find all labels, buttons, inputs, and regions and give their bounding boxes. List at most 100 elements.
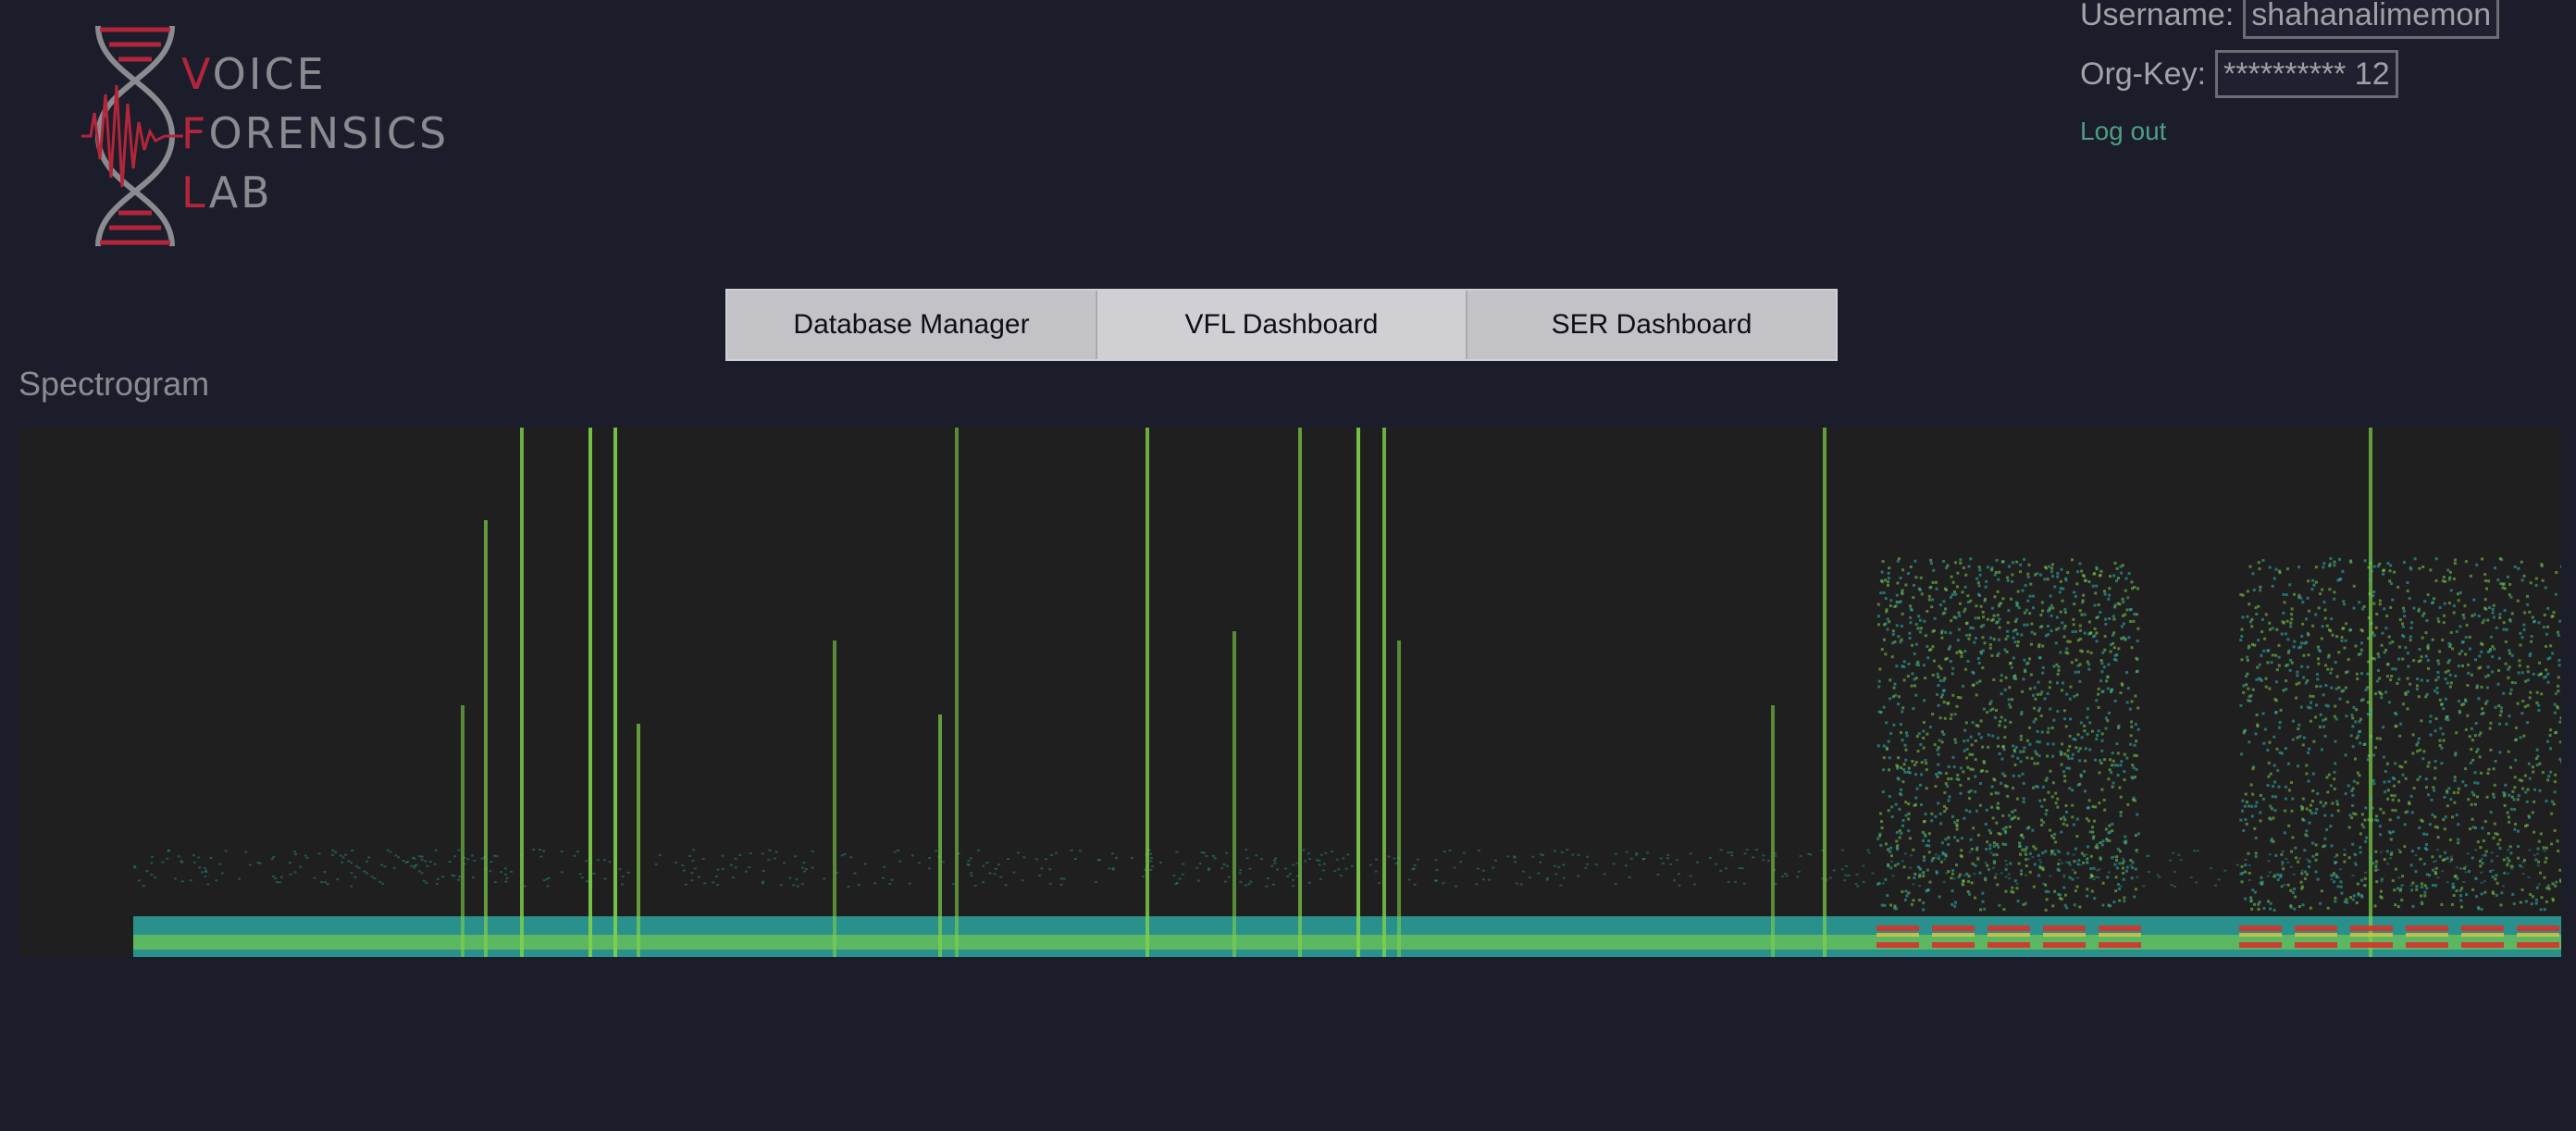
spectrogram-speckle [2076,639,2080,642]
spectrogram-speckle [2361,698,2365,702]
spectrogram-speckle [2075,582,2079,586]
spectrogram-speckle [2008,662,2012,665]
spectrogram-speckle [334,851,338,853]
spectrogram-speckle [2398,618,2402,622]
spectrogram-speckle [2354,813,2358,816]
spectrogram-speckle [2270,807,2273,811]
spectrogram-speckle [166,857,169,860]
spectrogram-speckle [2546,606,2550,610]
spectrogram-speckle [2536,754,2540,758]
spectrogram-speckle [2498,557,2502,561]
spectrogram-speckle [357,866,361,869]
spectrogram-speckle [2015,560,2019,564]
spectrogram-speckle [2334,861,2338,864]
spectrogram-speckle [2479,771,2483,775]
tab-vfl-dashboard[interactable]: VFL Dashboard [1097,291,1468,359]
spectrogram-speckle [2558,757,2561,761]
spectrogram-speckle [795,878,799,881]
spectrogram-speckle [2001,772,2005,776]
spectrogram-transient [1823,428,1827,957]
spectrogram-speckle [2476,748,2480,752]
spectrogram-speckle [2025,739,2029,742]
spectrogram-speckle [585,860,588,863]
spectrogram-speckle [1922,729,1926,733]
spectrogram-speckle [270,858,274,861]
spectrogram-speckle [2360,878,2364,882]
spectrogram-speckle [1975,809,1978,813]
tab-ser-dashboard[interactable]: SER Dashboard [1468,291,1836,359]
spectrogram-speckle [1995,821,1999,825]
spectrogram-transient [637,724,640,957]
spectrogram-speckle [2521,787,2525,790]
spectrogram-speckle [2016,900,2020,903]
spectrogram-speckle [2389,564,2393,567]
spectrogram-speckle [2296,674,2299,677]
spectrogram-speckle [2380,877,2384,881]
logout-link[interactable]: Log out [2080,117,2167,145]
spectrogram-speckle [2442,621,2446,625]
spectrogram-speckle [1919,742,1923,746]
spectrogram-speckle [993,873,997,876]
spectrogram-speckle [2534,858,2538,862]
spectrogram-speckle [2076,733,2080,737]
spectrogram-speckle [2266,748,2270,752]
spectrogram-speckle [2533,800,2536,803]
spectrogram-speckle [1914,796,1918,800]
spectrogram-speckle [857,883,861,886]
spectrogram-speckle [2006,621,2010,625]
spectrogram-speckle [2104,827,2108,831]
spectrogram-speckle [2010,817,2013,821]
spectrogram-speckle [1635,851,1639,854]
spectrogram-speckle [2518,664,2521,667]
spectrogram-speckle [2060,567,2063,571]
spectrogram-speckle [2359,832,2362,836]
spectrogram-speckle [2123,840,2126,844]
spectrogram-transient [1771,705,1775,957]
spectrogram-speckle [2020,713,2024,716]
spectrogram-speckle [2537,703,2541,707]
tab-database-manager[interactable]: Database Manager [727,291,1097,359]
spectrogram-speckle [2019,563,2023,566]
spectrogram-speckle [1847,874,1851,876]
spectrogram-speckle [2513,565,2517,568]
spectrogram-speckle [1878,667,1882,671]
spectrogram-speckle [2526,665,2530,668]
spectrogram-speckle [2401,884,2405,887]
spectrogram-speckle [1989,636,1993,640]
spectrogram-speckle [1743,852,1747,855]
username-field[interactable]: shahanalimemon [2243,0,2500,39]
spectrogram-speckle [275,881,279,884]
spectrogram-speckle [1951,672,1954,676]
spectrogram-speckle [2480,857,2483,860]
spectrogram-speckle [2136,832,2140,836]
spectrogram-speckle [1930,605,1934,609]
spectrogram-speckle [560,851,564,853]
spectrogram-speckle [2417,607,2421,611]
spectrogram-speckle [1935,587,1938,590]
spectrogram-speckle [2326,667,2330,671]
spectrogram-speckle [1889,854,1893,858]
spectrogram-speckle [2542,626,2545,629]
spectrogram-speckle [1926,645,1929,649]
spectrogram-speckle [2031,828,2035,832]
spectrogram-speckle [2415,743,2419,747]
spectrogram-speckle [1992,677,1996,681]
spectrogram-speckle [2134,867,2137,871]
spectrogram-speckle [2366,672,2370,676]
spectrogram-speckle [988,872,992,875]
spectrogram-speckle [2397,780,2401,784]
spectrogram-speckle [2524,790,2528,794]
spectrogram-speckle [2022,902,2025,906]
spectrogram-speckle [2513,808,2517,812]
spectrogram-speckle [1909,615,1913,619]
spectrogram-speckle [1993,778,1997,782]
spectrogram-speckle [1930,812,1934,815]
spectrogram-speckle [2550,812,2554,815]
spectrogram-speckle [2249,783,2253,787]
spectrogram-speckle [1434,879,1438,882]
spectrogram-speckle [1965,748,1969,752]
spectrogram-speckle [2479,846,2483,850]
orgkey-field[interactable]: ********** 12 [2215,50,2398,98]
spectrogram-speckle [1807,852,1811,855]
spectrogram-speckle [1901,780,1905,784]
